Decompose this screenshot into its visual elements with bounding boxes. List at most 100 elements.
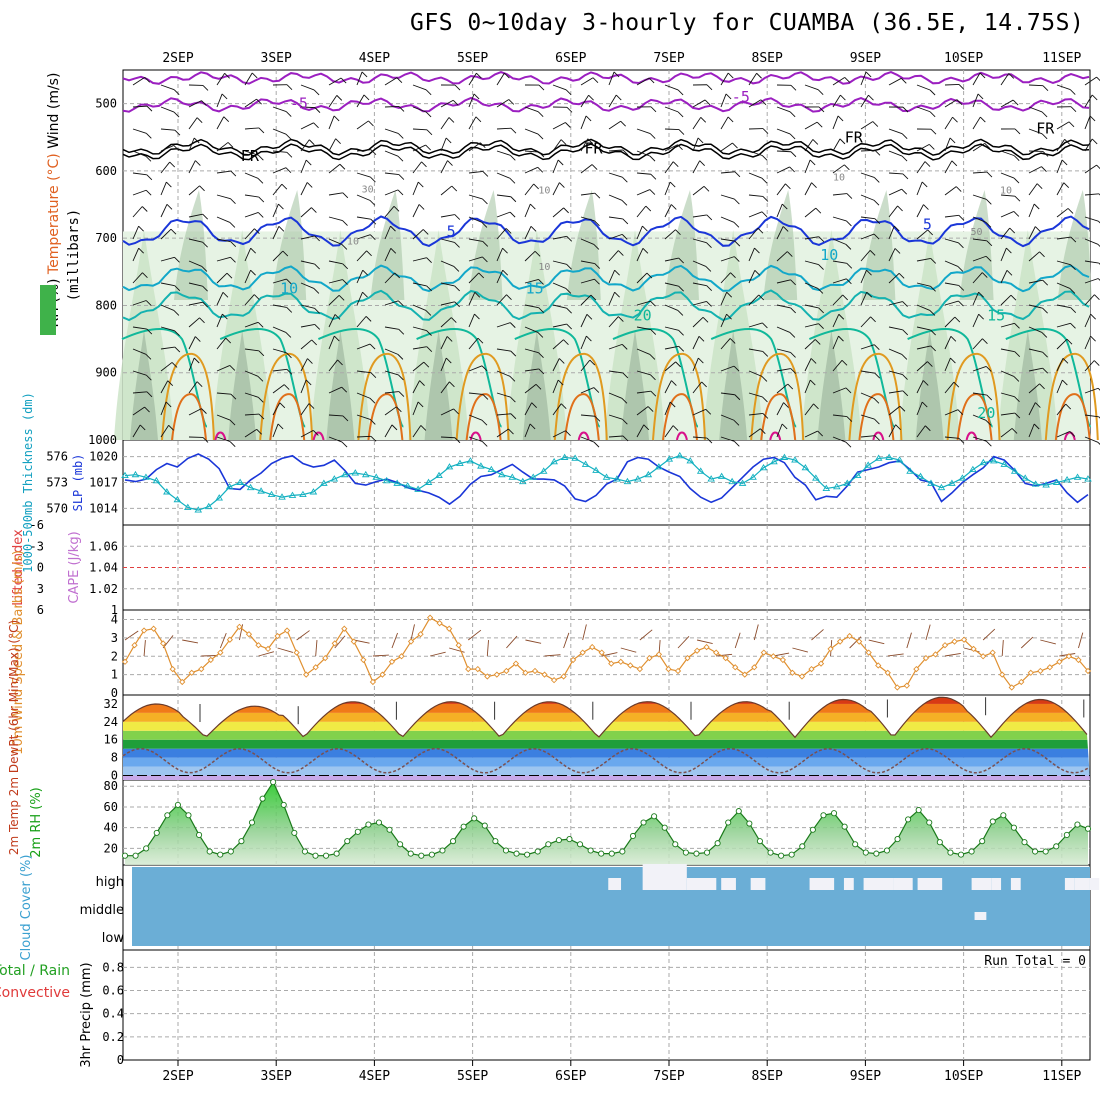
wind-barb — [300, 139, 310, 152]
thickness-axis-title: 1000-500mb Thickness (dm) — [21, 392, 35, 573]
contour-30c — [956, 393, 993, 441]
wind-barb-flag — [837, 115, 844, 122]
wind-barb — [468, 170, 483, 174]
slp-marker — [163, 488, 171, 495]
rh-point — [598, 850, 605, 857]
wind-barb — [608, 270, 616, 284]
wind-speed-point — [617, 658, 624, 665]
wind-barb-flag — [951, 160, 958, 167]
wind-barb — [1056, 84, 1071, 90]
rh-point — [799, 843, 806, 850]
x-tick-label-bottom: 10SEP — [944, 1069, 983, 1084]
wind-barb-flag — [1089, 115, 1096, 122]
rh-point — [1063, 831, 1070, 838]
wind-barb — [664, 401, 671, 416]
wind-barb-flag — [982, 338, 988, 344]
slp-marker — [874, 454, 883, 461]
contour-label: 10 — [280, 280, 298, 298]
wind-barb-flag — [1035, 226, 1041, 232]
wind-speed-point — [121, 658, 129, 665]
wind-barb-flag — [980, 116, 986, 123]
wind-barb — [300, 122, 314, 130]
wind-barb-flag — [1013, 155, 1020, 161]
wind-barb-flag — [706, 301, 712, 307]
surface-wind-barb — [391, 632, 398, 649]
wind-barb-flag — [370, 372, 377, 378]
wind-barb — [720, 93, 727, 108]
slp-marker — [424, 478, 433, 485]
wind-barb-flag — [314, 308, 320, 314]
wind-barb-flag — [958, 214, 965, 221]
surface-wind-barb — [925, 624, 931, 641]
rh-point — [883, 847, 890, 854]
wind-barb-flag — [196, 117, 203, 123]
rh-point — [502, 847, 510, 854]
wind-barb — [1000, 412, 1015, 416]
rh-plume-core — [1013, 330, 1042, 440]
wind-barb-flag — [894, 248, 901, 254]
contour-10c — [122, 264, 1090, 293]
wind-barb — [524, 203, 531, 218]
wind-barb-flag — [672, 425, 679, 431]
wind-barb — [160, 204, 168, 218]
wind-barb-flag — [594, 220, 600, 227]
wind-barb — [832, 436, 847, 443]
contour-25c — [455, 352, 510, 441]
wind-barb-flag — [900, 77, 907, 84]
wind-barb-flag — [703, 186, 710, 192]
wind-barb-flag — [1070, 106, 1077, 112]
slp-marker — [435, 471, 443, 479]
contour-15c — [122, 289, 1090, 322]
rh-point — [947, 849, 954, 856]
wind-barb — [132, 370, 147, 376]
wind-barb-flag — [701, 381, 707, 388]
wind-barb — [552, 84, 567, 91]
wind-barb — [356, 172, 371, 178]
slp-marker — [246, 483, 255, 491]
wind-barb — [1028, 367, 1043, 372]
wind-barb — [916, 304, 931, 311]
wind-barb-flag — [930, 329, 936, 336]
x-tick-label-top: 3SEP — [261, 51, 292, 66]
slp-series — [124, 455, 1089, 511]
wind-barb — [132, 105, 148, 108]
rh-point — [524, 851, 531, 858]
wind-barb — [216, 142, 229, 152]
wind-barb — [1028, 226, 1036, 240]
wind-barb-flag — [812, 139, 819, 145]
thickness-tick: 576 — [46, 450, 68, 464]
wind-barb-flag — [924, 161, 931, 167]
surface-wind-barb — [334, 635, 346, 649]
slp-marker — [707, 475, 715, 482]
wind-speed-point — [350, 638, 357, 645]
wind-barb — [524, 348, 539, 354]
wind-barb-flag — [929, 310, 936, 316]
wind-barb-flag — [285, 332, 292, 338]
wind-barb-flag — [754, 269, 761, 276]
y-tick-label: 500 — [95, 97, 117, 111]
wind-barb — [496, 270, 504, 284]
wind-barb-flag — [1070, 323, 1076, 329]
wind-barb-flag — [838, 335, 844, 342]
wind-barb-flag — [557, 159, 564, 166]
wind-barb — [664, 181, 671, 196]
wind-barb-flag — [1006, 247, 1012, 254]
wind-tick: 2 — [111, 649, 118, 663]
wind-barb-flag — [510, 196, 517, 203]
wind-barb — [496, 172, 511, 179]
wind-barb-flag — [754, 247, 760, 254]
y-tick-label: 900 — [95, 366, 117, 380]
rh-plume-core — [719, 330, 748, 440]
wind-barb-flag — [817, 89, 824, 95]
slp-marker — [989, 457, 998, 464]
slp-marker — [309, 488, 318, 495]
wind-barb-flag — [305, 379, 312, 386]
wind-barb — [804, 403, 814, 416]
wind-barb — [832, 216, 847, 222]
wind-speed-point — [665, 665, 672, 673]
wind-barb — [972, 314, 980, 328]
rh-tick: 20 — [104, 841, 118, 855]
wind-barb-flag — [868, 94, 874, 101]
wind-barb-flag — [420, 425, 427, 431]
rh-point — [481, 822, 488, 829]
